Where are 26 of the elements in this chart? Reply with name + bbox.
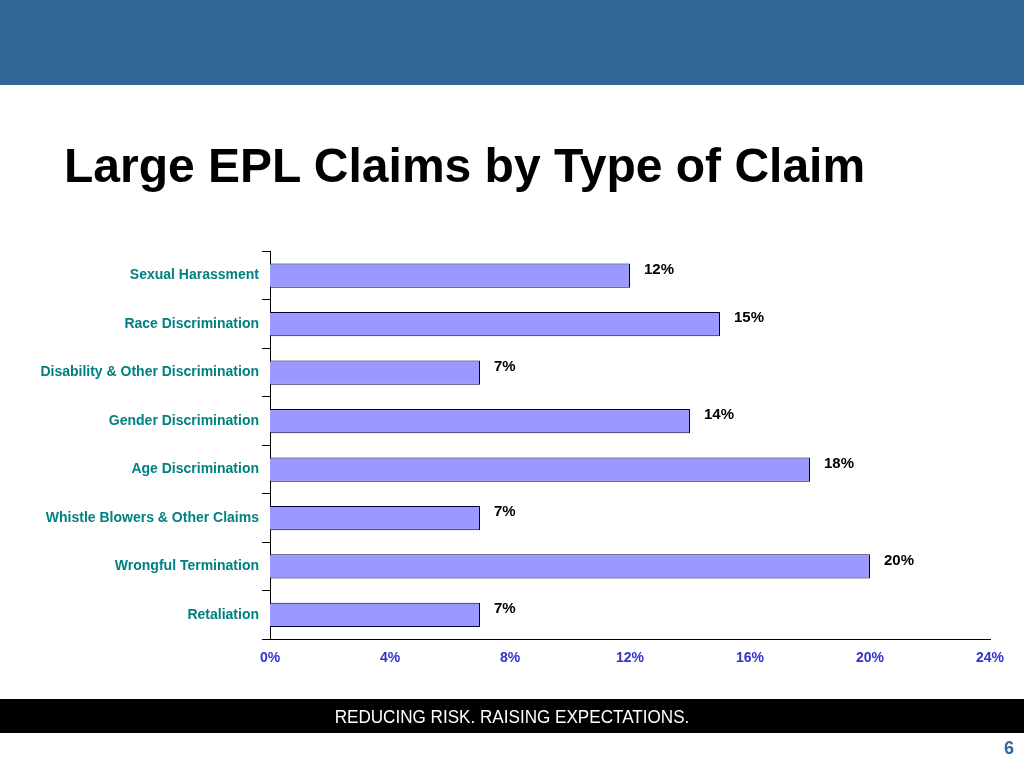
x-tick-label: 20% — [855, 649, 885, 666]
y-tick-label: Gender Discrimination — [108, 411, 259, 428]
data-label: 7% — [494, 599, 516, 617]
x-tick-label: 0% — [259, 649, 281, 666]
data-label: 20% — [884, 550, 915, 568]
y-tick-label: Disability & Other Discrimination — [40, 363, 259, 380]
x-tick-label: 12% — [615, 649, 645, 666]
data-label: 7% — [494, 502, 516, 520]
text: 6 — [1003, 738, 1014, 759]
x-tick-label: 4% — [379, 649, 401, 666]
data-label: 18% — [824, 453, 855, 471]
chart-title: Large EPL Claims by Type of Claim — [64, 138, 866, 193]
data-label: 14% — [704, 405, 735, 423]
x-tick-label: 24% — [975, 649, 1005, 666]
y-tick-label: Age Discrimination — [131, 460, 259, 477]
text: REDUCING RISK. RAISING EXPECTATIONS. — [333, 706, 691, 728]
y-tick-label: Whistle Blowers & Other Claims — [45, 508, 260, 525]
data-label: 7% — [494, 356, 516, 374]
x-tick-label: 8% — [499, 649, 521, 666]
y-tick-label: Wrongful Termination — [114, 557, 259, 574]
y-tick-label: Sexual Harassment — [129, 266, 260, 283]
y-tick-label: Retaliation — [187, 605, 259, 622]
data-label: 15% — [734, 308, 765, 326]
data-label: 12% — [644, 259, 675, 277]
x-tick-label: 16% — [735, 649, 765, 666]
y-tick-label: Race Discrimination — [124, 314, 259, 331]
